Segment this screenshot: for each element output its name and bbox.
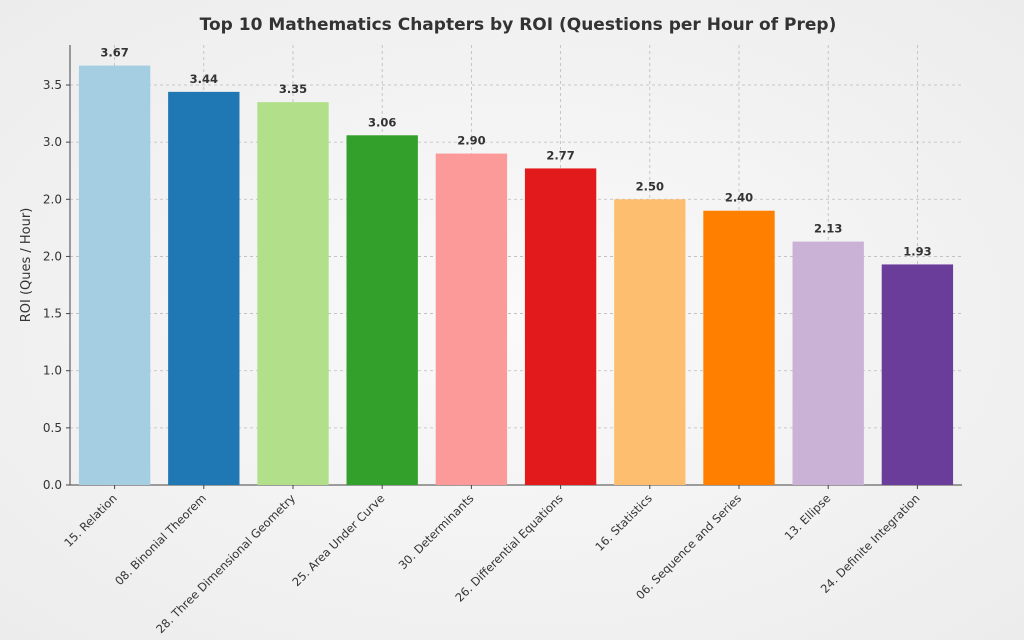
y-tick-label: 3.0 (43, 135, 62, 149)
x-tick-label: 24. Definite Integration (818, 491, 923, 596)
value-label: 2.77 (546, 148, 574, 162)
x-tick-label: 08. Binonial Theorem (112, 491, 209, 588)
value-label: 1.93 (903, 244, 931, 258)
value-label: 3.35 (279, 82, 307, 96)
bar (524, 168, 597, 485)
bar (257, 102, 329, 486)
value-label: 2.40 (725, 191, 753, 205)
y-tick-label: 2.0 (43, 192, 62, 206)
value-label: 3.44 (190, 72, 218, 86)
value-label: 2.90 (457, 134, 485, 148)
x-tick-label: 28. Three Dimensional Geometry (153, 491, 298, 636)
bar (435, 153, 508, 486)
x-tick-label: 15. Relation (61, 491, 120, 550)
y-tick-label: 3.5 (43, 78, 62, 92)
y-tick-label: 0.5 (43, 421, 62, 435)
bar (78, 65, 151, 486)
y-tick-label: 1.0 (43, 364, 62, 378)
bar (703, 210, 775, 485)
value-label: 2.50 (636, 179, 664, 193)
value-label: 2.13 (814, 222, 842, 236)
x-tick-label: 13. Ellipse (782, 491, 834, 543)
y-tick-label: 0.0 (43, 478, 62, 492)
x-tick-label: 25. Area Under Curve (289, 491, 387, 589)
y-tick-label: 2.0 (43, 249, 62, 263)
x-tick-label: 06. Sequence and Series (633, 491, 744, 602)
y-axis-label: ROI (Ques / Hour) (19, 208, 34, 323)
y-tick-label: 1.5 (43, 307, 62, 321)
value-label: 3.67 (100, 46, 128, 60)
x-tick-label: 30. Determinants (396, 491, 477, 572)
chart-title: Top 10 Mathematics Chapters by ROI (Ques… (200, 15, 837, 35)
x-tick-label: 16. Statistics (592, 491, 655, 554)
bar (168, 91, 240, 485)
bar (614, 199, 686, 486)
bar (792, 241, 864, 485)
value-label: 3.06 (368, 115, 396, 129)
bar (881, 264, 954, 485)
bar (346, 135, 418, 486)
